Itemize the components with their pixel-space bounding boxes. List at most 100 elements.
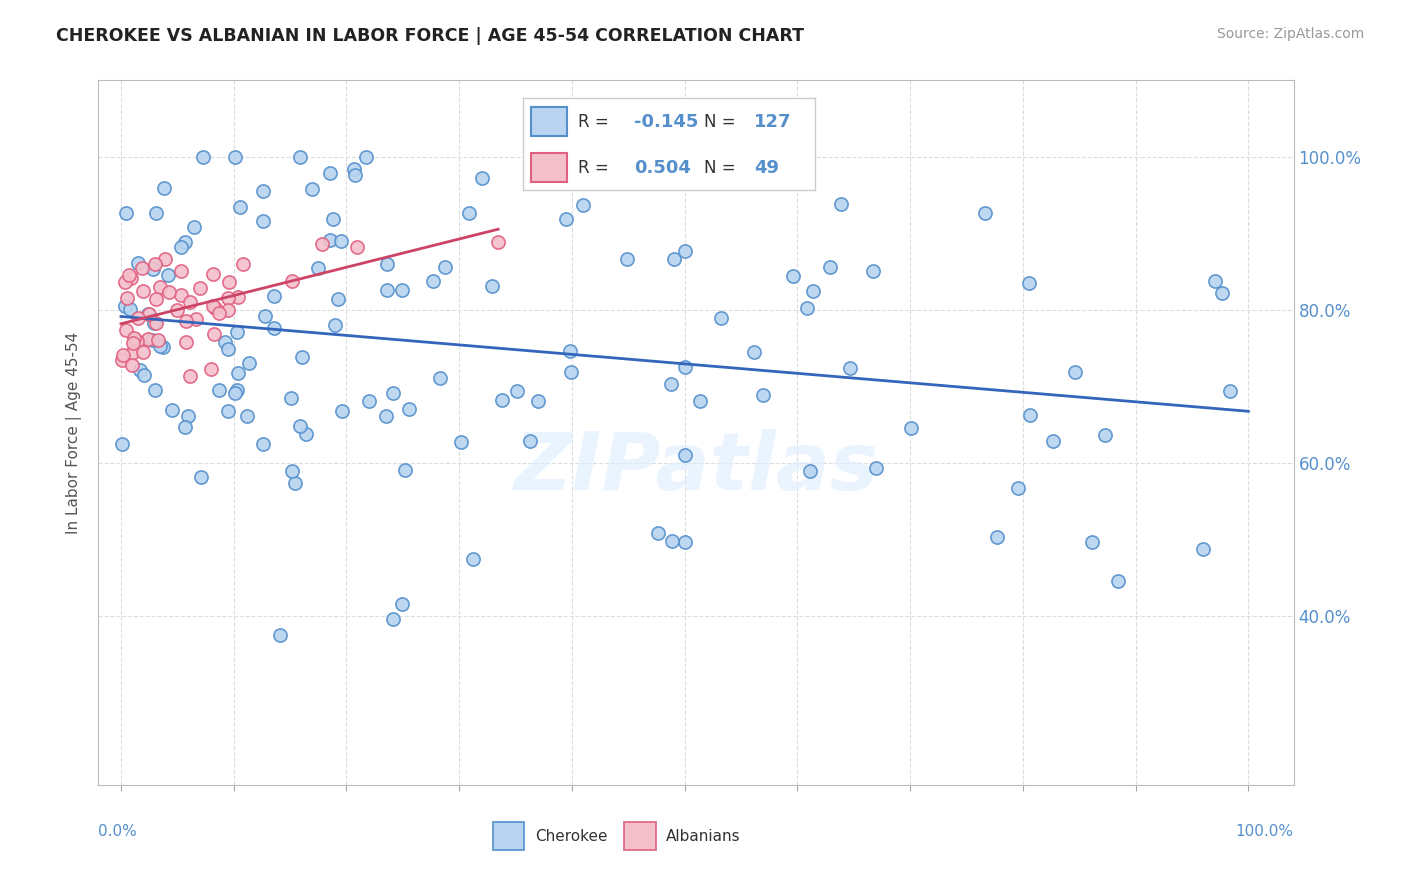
Point [311,236,333,251]
Point [131,284,153,298]
Point [136,332,159,346]
Point [188,280,211,294]
Point [375,257,398,271]
Point [434,260,457,274]
Text: 0.0%: 0.0% [98,823,138,838]
Point [202,299,225,313]
Point [176,409,198,424]
Point [200,361,222,376]
Point [398,401,420,416]
Point [127,334,149,348]
Point [375,283,398,297]
Point [1219,384,1241,398]
Point [120,270,142,285]
Point [491,393,513,408]
Point [190,470,212,484]
Point [138,307,160,321]
Point [118,268,141,282]
Point [143,383,166,397]
Point [153,252,176,267]
Point [751,387,773,401]
Point [114,299,136,313]
Point [322,212,344,227]
Point [647,526,669,541]
Point [391,597,413,611]
Point [145,316,167,330]
Point [217,291,239,305]
Point [132,345,155,359]
Point [429,370,451,384]
Point [662,252,685,267]
Point [1107,574,1129,588]
Point [382,612,405,626]
Point [131,260,153,275]
Point [179,295,201,310]
Point [1019,408,1042,422]
Point [114,206,136,220]
Point [295,426,318,441]
Point [291,350,314,364]
Point [374,409,396,424]
Point [269,628,291,642]
Point [157,285,180,300]
Point [232,258,254,272]
Point [865,461,887,475]
Point [112,348,135,362]
Point [330,403,353,417]
Point [486,235,509,249]
Point [450,435,472,450]
Point [263,289,285,303]
Point [394,463,416,477]
Point [862,264,884,278]
Text: Source: ZipAtlas.com: Source: ZipAtlas.com [1216,27,1364,41]
Point [742,344,765,359]
Point [830,197,852,211]
Point [391,283,413,297]
Point [1018,277,1040,291]
Point [157,268,180,282]
Point [149,339,172,353]
Point [217,303,239,318]
Point [571,198,593,212]
Point [307,261,329,276]
Point [560,365,582,379]
Point [689,394,711,409]
Point [122,336,145,351]
Point [208,306,231,320]
Point [481,279,503,293]
Point [818,260,841,275]
Point [127,256,149,270]
Point [1192,541,1215,556]
Point [288,150,311,164]
Point [228,200,250,214]
Point [799,464,821,478]
Point [121,346,143,360]
Point [252,184,274,198]
Point [202,327,225,342]
Point [166,302,188,317]
Point [1080,534,1102,549]
Point [1094,428,1116,442]
Point [801,284,824,298]
Point [184,312,207,326]
Point [225,384,247,398]
Point [659,376,682,391]
Point [191,150,214,164]
Point [204,301,226,315]
Point [146,334,169,348]
Point [343,161,366,176]
Point [118,302,141,317]
Point [252,214,274,228]
Point [284,476,307,491]
Point [145,292,167,306]
Point [114,275,136,289]
Point [224,150,246,164]
Point [1064,365,1087,379]
Point [170,240,193,254]
Point [111,437,134,451]
Text: CHEROKEE VS ALBANIAN IN LABOR FORCE | AGE 45-54 CORRELATION CHART: CHEROKEE VS ALBANIAN IN LABOR FORCE | AG… [56,27,804,45]
Point [217,342,239,356]
Point [117,291,139,305]
Point [226,366,249,380]
Point [145,206,167,220]
